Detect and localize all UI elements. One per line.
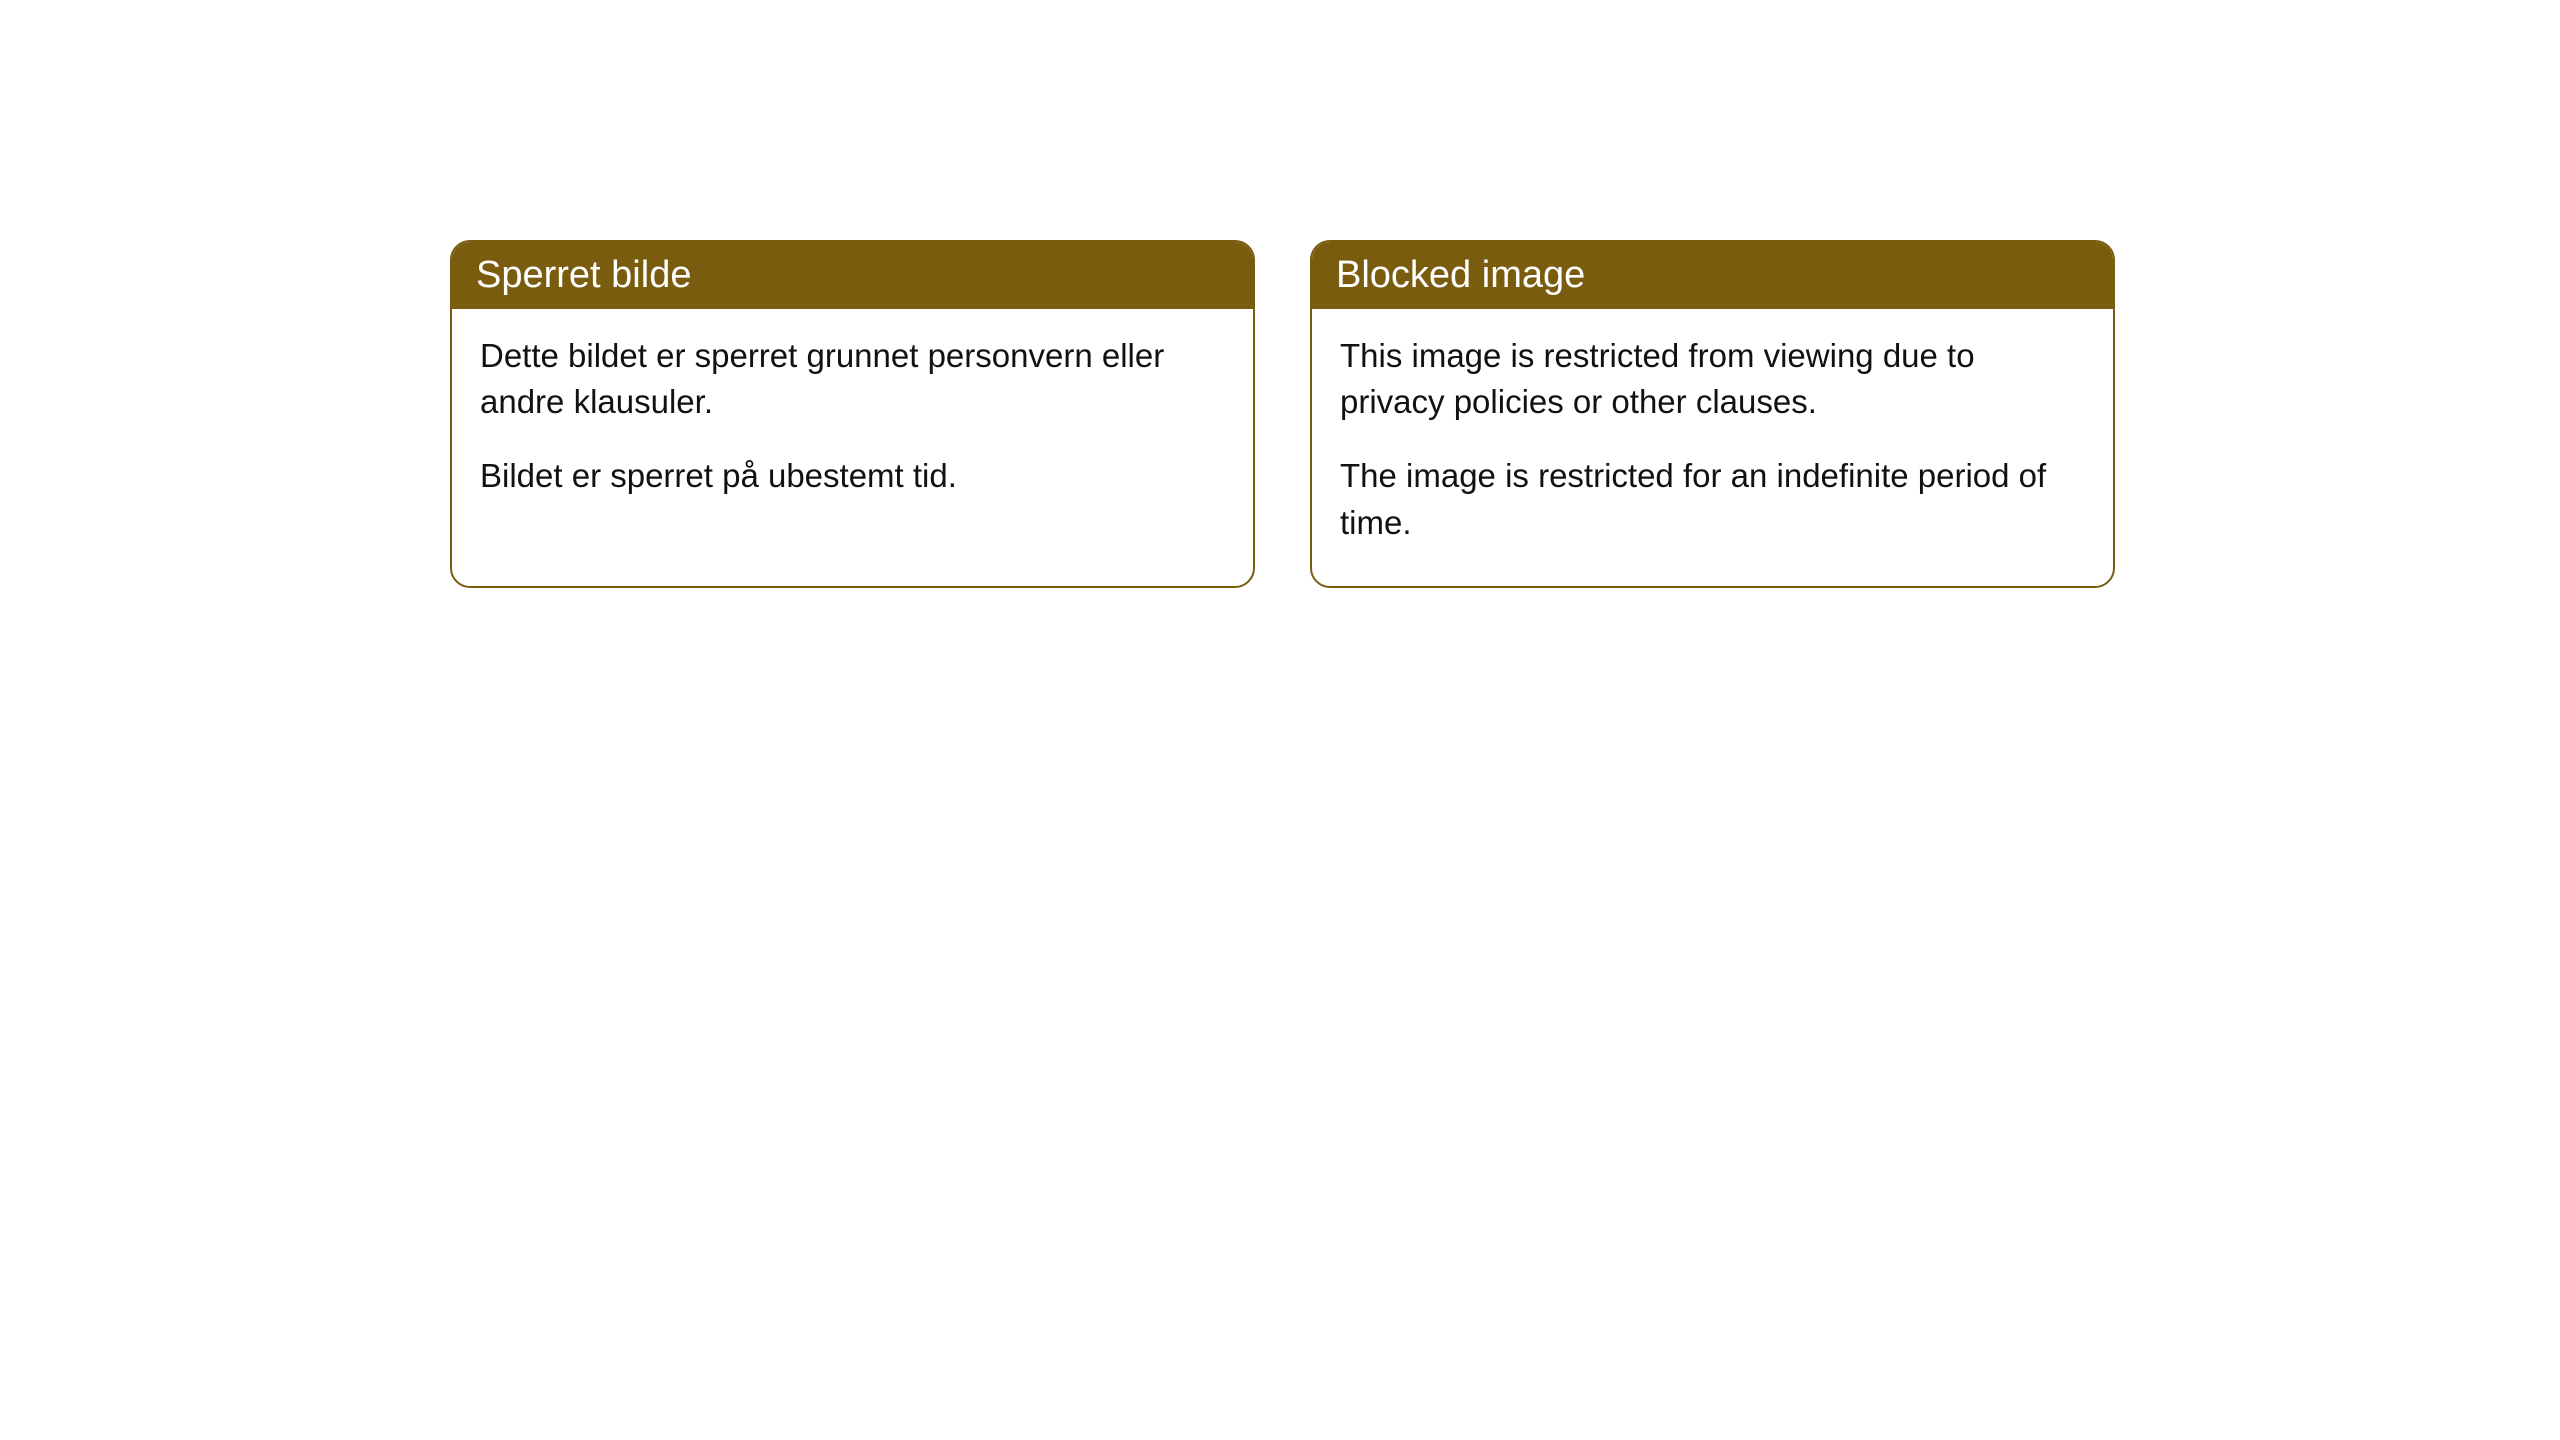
card-title-norwegian: Sperret bilde (476, 254, 691, 296)
card-body-norwegian: Dette bildet er sperret grunnet personve… (452, 309, 1253, 540)
card-para2-english: The image is restricted for an indefinit… (1340, 453, 2085, 545)
card-title-english: Blocked image (1336, 254, 1585, 296)
card-english: Blocked image This image is restricted f… (1310, 240, 2115, 588)
card-norwegian: Sperret bilde Dette bildet er sperret gr… (450, 240, 1255, 588)
card-header-english: Blocked image (1312, 242, 2113, 309)
cards-container: Sperret bilde Dette bildet er sperret gr… (450, 240, 2115, 588)
card-para2-norwegian: Bildet er sperret på ubestemt tid. (480, 453, 1225, 499)
card-body-english: This image is restricted from viewing du… (1312, 309, 2113, 586)
card-para1-english: This image is restricted from viewing du… (1340, 333, 2085, 425)
card-para1-norwegian: Dette bildet er sperret grunnet personve… (480, 333, 1225, 425)
card-header-norwegian: Sperret bilde (452, 242, 1253, 309)
